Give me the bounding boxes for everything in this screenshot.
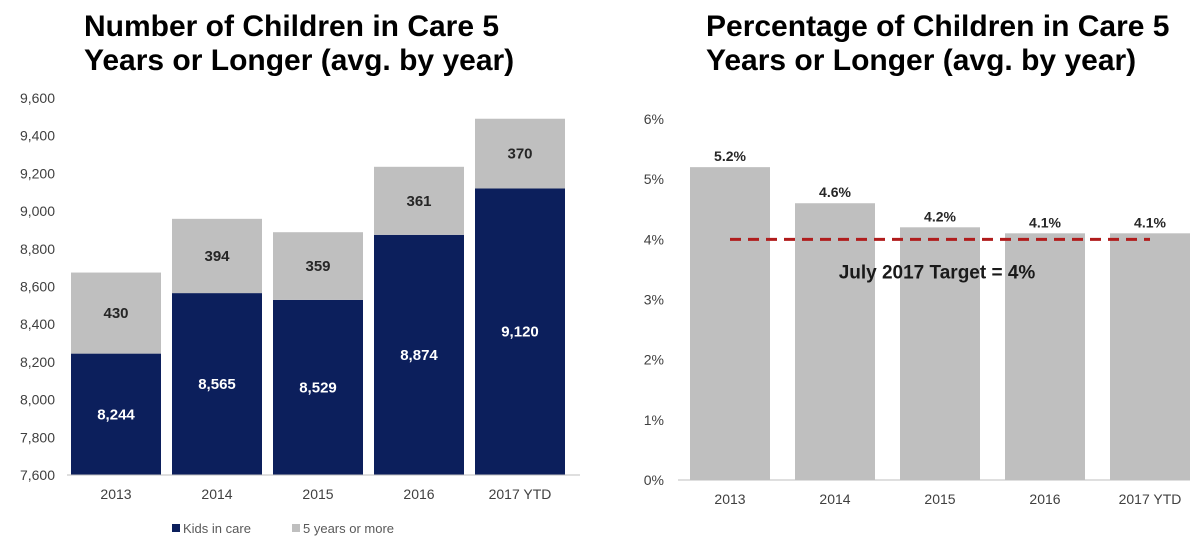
y-tick-label: 5% [644, 171, 664, 187]
bar-five-years-or-more [374, 166, 464, 235]
data-label-five-years: 361 [406, 193, 431, 210]
bar-five-years-or-more [273, 232, 363, 300]
data-label-five-years: 359 [305, 258, 330, 275]
bar-percentage [690, 167, 770, 480]
bar-five-years-or-more [172, 218, 262, 294]
x-category-label: 2017 YTD [489, 486, 552, 502]
target-annotation: July 2017 Target = 4% [839, 262, 1036, 283]
left-chart: 7,600 7,800 8,000 8,200 8,400 8,600 8,800 9,000… [20, 90, 580, 536]
bar-percentage [1110, 233, 1190, 480]
x-category-label: 2014 [201, 486, 232, 502]
right-chart-title: Percentage of Children in Care 5 Years o… [706, 10, 1170, 77]
y-tick-label: 1% [644, 412, 664, 428]
x-category-label: 2013 [714, 491, 745, 507]
legend-label-kids: Kids in care [183, 521, 251, 536]
y-tick-label: 8,400 [20, 316, 55, 332]
data-label-kids: 8,244 [97, 406, 135, 423]
x-category-label: 2017 YTD [1119, 491, 1182, 507]
legend-swatch-kids [172, 524, 180, 532]
y-tick-label: 9,600 [20, 90, 55, 106]
bar-five-years-or-more [475, 118, 565, 189]
bar-five-years-or-more [71, 272, 161, 354]
data-label-five-years: 370 [507, 146, 532, 163]
y-tick-label: 2% [644, 352, 664, 368]
x-category-label: 2014 [819, 491, 850, 507]
data-label-kids: 9,120 [501, 324, 539, 341]
y-tick-label: 9,000 [20, 203, 55, 219]
right-chart: 0% 1% 2% 3% 4% 5% 6% 5.2% 2013 4.6% 2014 4.2% 2015 4.… [644, 111, 1190, 507]
bar-percentage [795, 203, 875, 480]
bar-percentage [1005, 233, 1085, 480]
data-label-percentage: 4.2% [924, 208, 956, 224]
data-label-percentage: 5.2% [714, 148, 746, 164]
bar-percentage [900, 227, 980, 480]
y-tick-label: 0% [644, 472, 664, 488]
data-label-percentage: 4.1% [1029, 214, 1061, 230]
bar-kids-in-care [374, 234, 464, 475]
y-tick-label: 6% [644, 111, 664, 127]
data-label-five-years: 430 [103, 305, 128, 322]
y-tick-label: 8,000 [20, 392, 55, 408]
data-label-kids: 8,874 [400, 347, 438, 364]
data-label-kids: 8,565 [198, 376, 236, 393]
x-category-label: 2016 [403, 486, 434, 502]
data-label-five-years: 394 [204, 248, 230, 265]
legend-label-five-years: 5 years or more [303, 521, 394, 536]
data-label-percentage: 4.1% [1134, 214, 1166, 230]
y-tick-label: 3% [644, 292, 664, 308]
left-chart-title: Number of Children in Care 5 Years or Lo… [84, 10, 515, 77]
bar-kids-in-care [172, 293, 262, 475]
y-tick-label: 8,600 [20, 279, 55, 295]
y-tick-label: 8,800 [20, 241, 55, 257]
x-category-label: 2015 [924, 491, 955, 507]
data-label-kids: 8,529 [299, 379, 337, 396]
x-category-label: 2015 [302, 486, 333, 502]
x-category-label: 2016 [1029, 491, 1060, 507]
y-tick-label: 9,400 [20, 128, 55, 144]
data-label-percentage: 4.6% [819, 184, 851, 200]
y-tick-label: 7,800 [20, 429, 55, 445]
bar-kids-in-care [71, 353, 161, 475]
y-tick-label: 7,600 [20, 467, 55, 483]
y-tick-label: 8,200 [20, 354, 55, 370]
y-tick-label: 4% [644, 231, 664, 247]
y-tick-label: 9,200 [20, 165, 55, 181]
bar-kids-in-care [273, 299, 363, 475]
bar-kids-in-care [475, 188, 565, 476]
legend-swatch-five-years [292, 524, 300, 532]
x-category-label: 2013 [100, 486, 131, 502]
